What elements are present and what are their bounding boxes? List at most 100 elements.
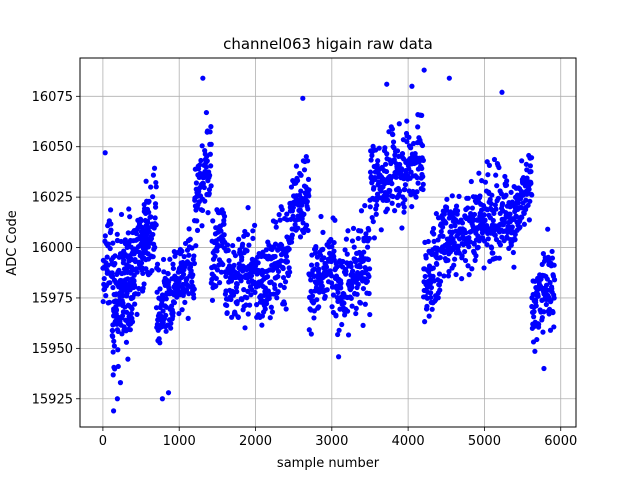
data-point bbox=[528, 155, 535, 161]
data-point bbox=[172, 253, 178, 259]
data-point bbox=[384, 206, 390, 212]
data-point bbox=[190, 272, 196, 278]
data-point bbox=[445, 273, 452, 279]
data-point bbox=[452, 256, 458, 262]
data-point bbox=[532, 348, 538, 354]
data-point bbox=[463, 230, 469, 236]
data-point bbox=[148, 235, 155, 242]
data-point bbox=[487, 196, 493, 203]
data-point bbox=[223, 273, 229, 280]
data-point bbox=[201, 184, 207, 191]
data-point bbox=[179, 307, 185, 313]
data-point bbox=[284, 259, 291, 265]
data-point bbox=[367, 204, 373, 210]
data-point bbox=[111, 343, 117, 349]
data-point bbox=[523, 161, 529, 167]
data-point bbox=[279, 242, 285, 248]
data-point bbox=[209, 297, 216, 303]
data-point bbox=[186, 252, 192, 258]
data-point bbox=[453, 203, 460, 209]
data-point bbox=[501, 220, 507, 227]
data-point bbox=[549, 248, 555, 255]
data-point bbox=[300, 95, 306, 101]
data-point bbox=[143, 257, 149, 263]
data-point bbox=[152, 215, 158, 221]
data-point bbox=[476, 170, 482, 176]
data-point bbox=[275, 268, 282, 275]
data-point bbox=[362, 203, 368, 209]
data-point bbox=[398, 166, 405, 172]
data-point bbox=[111, 338, 117, 344]
data-point bbox=[272, 285, 278, 291]
data-point bbox=[171, 300, 178, 306]
data-point bbox=[439, 224, 446, 230]
data-point bbox=[425, 238, 431, 245]
data-point bbox=[514, 214, 520, 220]
data-point bbox=[525, 202, 531, 208]
data-point bbox=[308, 262, 315, 268]
data-point bbox=[366, 227, 372, 233]
data-point bbox=[395, 202, 401, 208]
data-point bbox=[332, 217, 338, 223]
data-point bbox=[301, 167, 308, 173]
data-point bbox=[258, 253, 264, 260]
data-point bbox=[112, 253, 118, 259]
data-point bbox=[355, 235, 361, 242]
data-point bbox=[324, 287, 330, 293]
data-point bbox=[308, 288, 314, 294]
data-point bbox=[281, 284, 287, 291]
data-point bbox=[197, 162, 203, 168]
data-point bbox=[314, 261, 320, 268]
x-tick-label: 1000 bbox=[163, 434, 196, 449]
y-tick-label: 15925 bbox=[32, 392, 73, 407]
y-axis-label: ADC Code bbox=[5, 210, 20, 275]
data-point bbox=[288, 239, 295, 245]
data-point bbox=[254, 302, 260, 308]
data-point bbox=[451, 262, 457, 268]
data-point bbox=[226, 263, 233, 269]
data-point bbox=[420, 174, 426, 180]
data-point bbox=[113, 307, 120, 313]
data-point bbox=[123, 339, 130, 345]
data-point bbox=[348, 295, 354, 301]
data-point bbox=[445, 257, 451, 263]
data-point bbox=[441, 211, 447, 217]
data-point bbox=[262, 306, 268, 312]
data-point bbox=[509, 224, 515, 230]
data-point bbox=[490, 250, 496, 256]
data-point bbox=[176, 310, 182, 317]
data-point bbox=[198, 157, 204, 164]
data-point bbox=[216, 280, 223, 286]
data-point bbox=[181, 254, 187, 260]
y-tick-label: 16050 bbox=[32, 140, 73, 155]
data-point bbox=[535, 293, 541, 299]
data-point bbox=[469, 205, 476, 211]
data-point bbox=[134, 311, 140, 318]
data-point bbox=[446, 268, 452, 275]
data-point bbox=[413, 194, 419, 200]
data-point bbox=[420, 186, 426, 193]
data-point bbox=[243, 302, 249, 308]
data-point bbox=[526, 186, 532, 192]
data-point bbox=[322, 293, 328, 300]
data-point bbox=[545, 226, 551, 232]
data-point bbox=[199, 207, 206, 214]
data-point bbox=[549, 255, 556, 261]
data-point bbox=[160, 308, 166, 314]
data-point bbox=[459, 276, 465, 282]
data-point bbox=[465, 205, 471, 211]
data-point bbox=[343, 236, 349, 242]
data-point bbox=[373, 211, 379, 217]
data-point bbox=[488, 245, 495, 251]
data-point bbox=[259, 322, 265, 328]
data-point bbox=[533, 303, 539, 309]
data-point bbox=[204, 158, 210, 164]
data-point bbox=[358, 208, 365, 214]
data-point bbox=[166, 279, 172, 285]
data-point bbox=[129, 306, 135, 312]
data-point bbox=[168, 325, 174, 331]
data-point bbox=[152, 204, 159, 210]
data-point bbox=[440, 233, 446, 239]
data-point bbox=[100, 298, 106, 305]
